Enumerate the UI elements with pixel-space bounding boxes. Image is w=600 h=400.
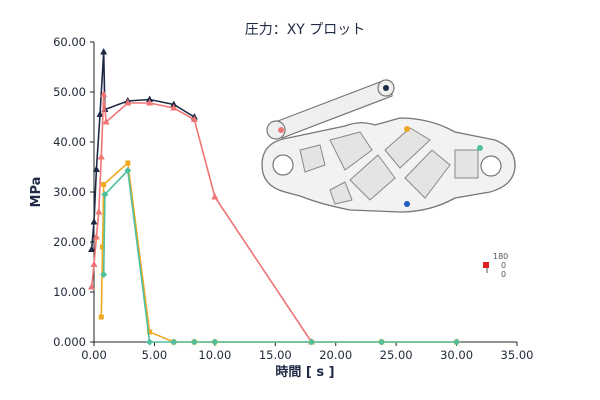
data-point bbox=[146, 95, 154, 102]
data-point bbox=[90, 218, 98, 225]
y-tick-label: 40.00 bbox=[53, 135, 86, 149]
data-point bbox=[190, 338, 198, 346]
data-point bbox=[92, 165, 100, 172]
probe-dot bbox=[477, 145, 483, 151]
y-tick-label: 50.00 bbox=[53, 85, 86, 99]
y-tick-label: 20.00 bbox=[53, 235, 86, 249]
series-4 bbox=[100, 167, 461, 346]
data-point bbox=[146, 338, 154, 346]
data-point bbox=[100, 271, 108, 278]
data-point bbox=[99, 244, 105, 250]
data-point bbox=[170, 338, 178, 346]
x-tick-label: 25.00 bbox=[380, 348, 413, 362]
data-point bbox=[88, 283, 96, 290]
y-tick-label: 0.000 bbox=[53, 335, 86, 349]
part-inset bbox=[261, 79, 516, 213]
x-tick-label: 10.00 bbox=[198, 348, 231, 362]
data-point bbox=[308, 338, 316, 346]
data-point bbox=[211, 193, 219, 200]
probe-markers bbox=[278, 85, 483, 207]
x-tick-label: 5.00 bbox=[142, 348, 168, 362]
y-tick-label: 60.00 bbox=[53, 35, 86, 49]
axes: 0.00 5.00 10.00 15.00 20.00 25.00 30.00 35.00 0.… bbox=[53, 35, 533, 362]
data-point bbox=[97, 153, 105, 160]
data-point bbox=[98, 314, 104, 320]
probe-dot bbox=[278, 127, 284, 133]
x-tick-label: 35.00 bbox=[501, 348, 534, 362]
data-point bbox=[102, 118, 110, 125]
data-point bbox=[170, 100, 178, 107]
y-tick-label: 10.00 bbox=[53, 285, 86, 299]
data-point bbox=[124, 99, 132, 106]
data-point bbox=[125, 160, 131, 166]
data-point bbox=[453, 338, 461, 346]
data-point bbox=[190, 115, 198, 122]
x-tick-label: 30.00 bbox=[440, 348, 473, 362]
x-axis-title: 時間 [ s ] bbox=[275, 364, 334, 380]
triad-label-2: 0 bbox=[501, 261, 506, 270]
data-point bbox=[170, 104, 178, 111]
triad-marker-icon bbox=[483, 262, 489, 268]
data-point bbox=[95, 208, 103, 215]
data-point bbox=[100, 48, 108, 55]
bracket-body bbox=[261, 117, 516, 213]
probe-dot bbox=[404, 126, 410, 132]
series-line bbox=[90, 51, 195, 250]
view-triad: 180 0 0 bbox=[483, 252, 508, 279]
data-point bbox=[124, 167, 132, 174]
y-tick-label: 30.00 bbox=[53, 185, 86, 199]
data-point bbox=[147, 329, 153, 335]
series-layer bbox=[88, 48, 461, 346]
data-point bbox=[211, 338, 219, 346]
series-2 bbox=[88, 90, 316, 345]
data-point bbox=[101, 191, 109, 198]
data-point bbox=[88, 245, 96, 252]
x-tick-label: 20.00 bbox=[319, 348, 352, 362]
data-point bbox=[96, 110, 104, 117]
data-point bbox=[146, 99, 154, 106]
triad-label-1: 180 bbox=[493, 252, 508, 261]
probe-dot bbox=[383, 85, 389, 91]
data-point bbox=[90, 260, 98, 267]
probe-dot bbox=[404, 201, 410, 207]
data-point bbox=[92, 233, 100, 240]
data-point bbox=[378, 338, 386, 346]
series-line bbox=[102, 168, 457, 343]
data-point bbox=[101, 182, 107, 187]
chart-title: 圧力：XY プロット bbox=[245, 22, 366, 38]
data-point bbox=[100, 90, 108, 97]
x-tick-label: 15.00 bbox=[259, 348, 292, 362]
triad-label-3: 0 bbox=[501, 270, 506, 279]
x-tick-label: 0.00 bbox=[81, 348, 107, 362]
y-axis-title: MPa bbox=[29, 177, 44, 208]
